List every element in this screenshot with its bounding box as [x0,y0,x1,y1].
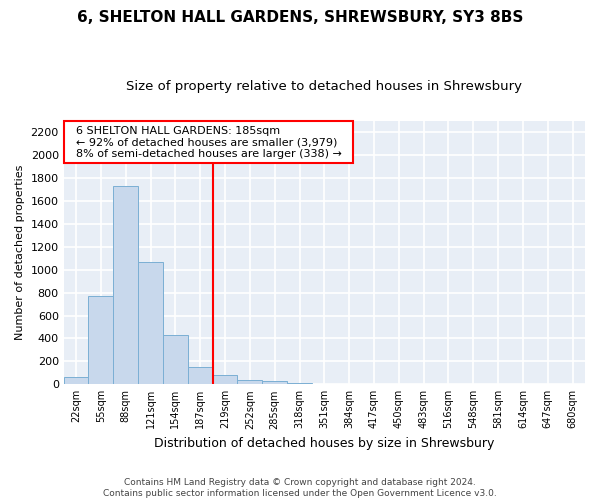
Bar [88,296,113,384]
Bar [64,378,88,384]
Text: 6 SHELTON HALL GARDENS: 185sqm  
  ← 92% of detached houses are smaller (3,979) : 6 SHELTON HALL GARDENS: 185sqm ← 92% of … [69,126,349,159]
Bar [238,380,262,384]
Bar [287,382,312,384]
Bar [113,186,138,384]
X-axis label: Distribution of detached houses by size in Shrewsbury: Distribution of detached houses by size … [154,437,494,450]
Title: Size of property relative to detached houses in Shrewsbury: Size of property relative to detached ho… [127,80,523,93]
Text: Contains HM Land Registry data © Crown copyright and database right 2024.
Contai: Contains HM Land Registry data © Crown c… [103,478,497,498]
Bar [262,381,287,384]
Bar [188,367,212,384]
Bar [163,335,188,384]
Y-axis label: Number of detached properties: Number of detached properties [15,164,25,340]
Text: 6, SHELTON HALL GARDENS, SHREWSBURY, SY3 8BS: 6, SHELTON HALL GARDENS, SHREWSBURY, SY3… [77,10,523,25]
Bar [212,374,238,384]
Bar [138,262,163,384]
